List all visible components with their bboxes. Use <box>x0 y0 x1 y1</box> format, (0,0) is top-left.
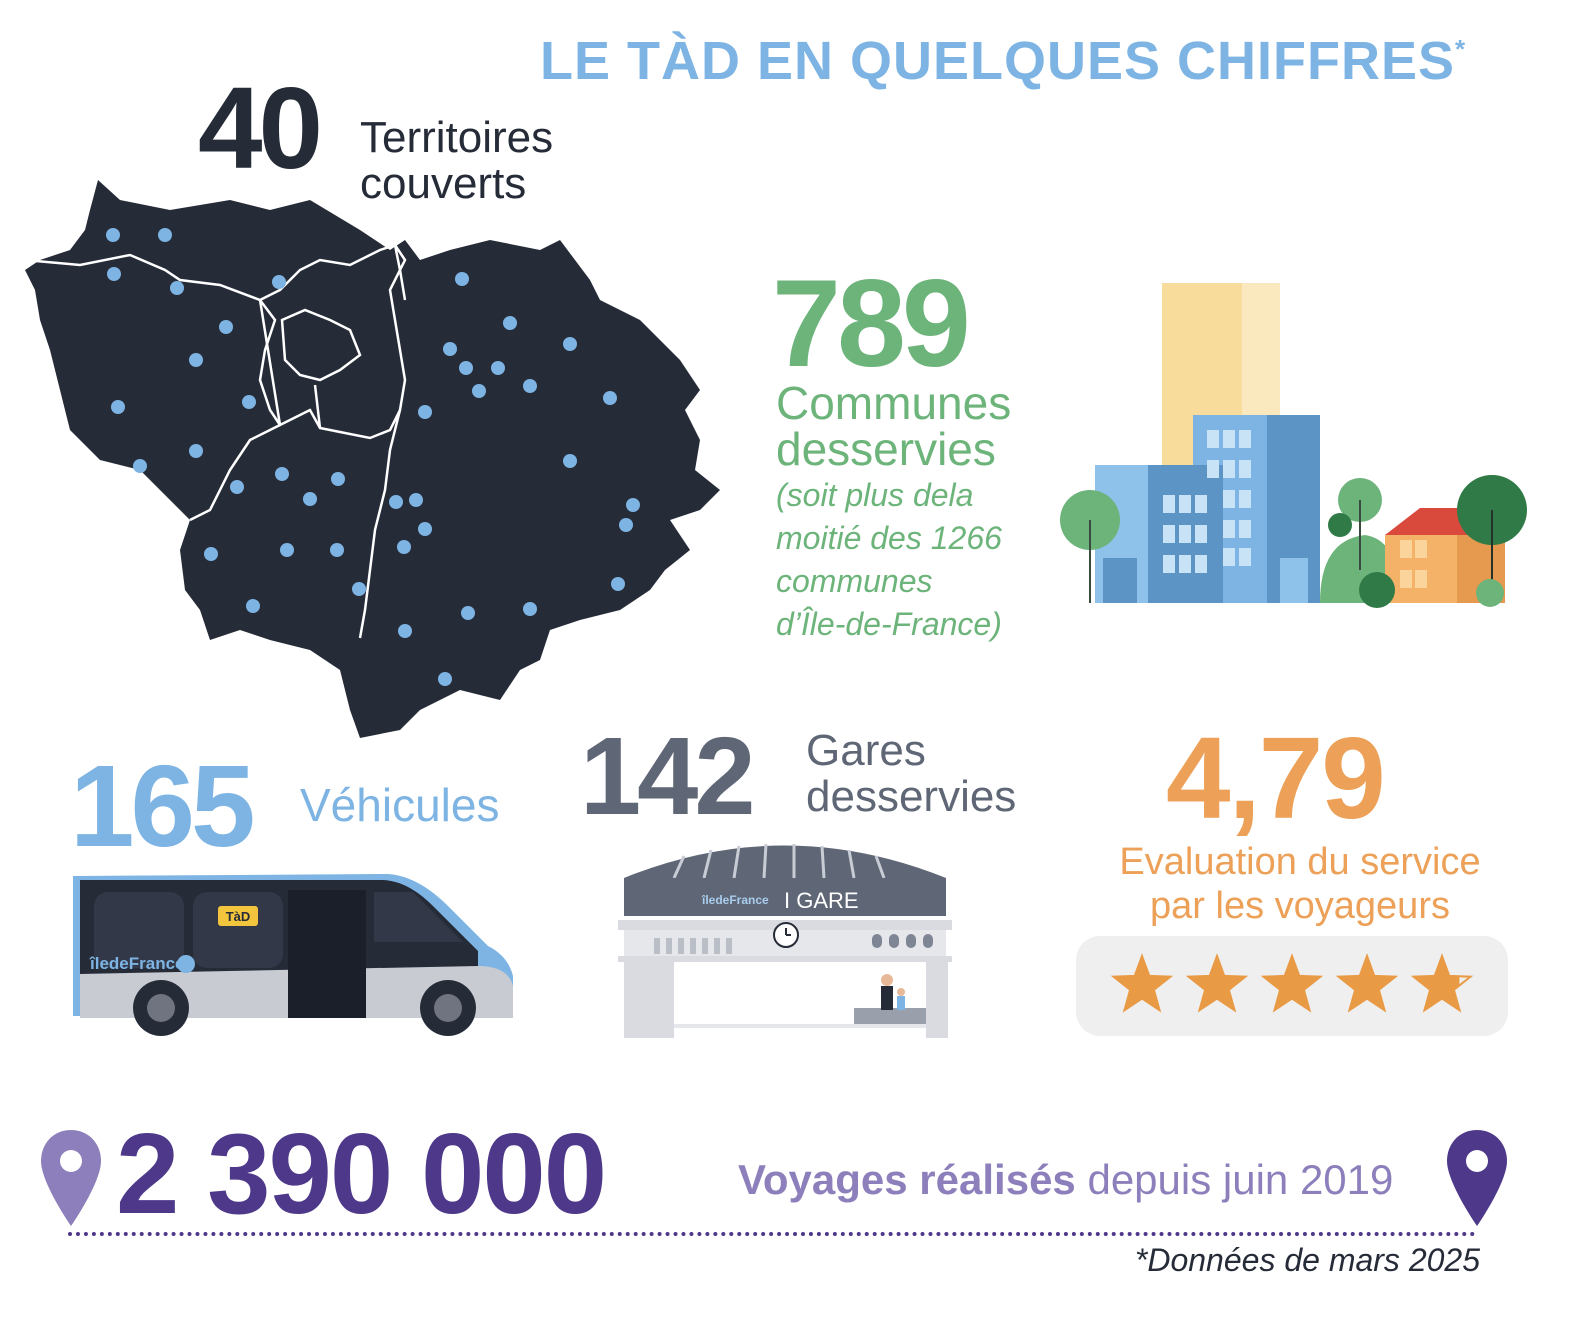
city-buildings-illustration <box>1060 283 1527 608</box>
voyages-count: 2 390 000 <box>116 1111 607 1238</box>
gares-count: 142 <box>580 715 756 838</box>
minibus-illustration: TàD îledeFrance <box>73 874 513 1036</box>
idf-logo-text: îledeFrance <box>701 893 769 907</box>
star-icon <box>1263 956 1321 1011</box>
department-borders <box>24 243 407 639</box>
communes-note: (soit plus dela moitié des 1266 communes… <box>776 477 1002 642</box>
location-pin-icon <box>1447 1130 1507 1226</box>
map-region-shape <box>25 180 720 738</box>
star-icon <box>1113 956 1171 1011</box>
territory-dots <box>106 228 640 686</box>
territoires-label: Territoires couverts <box>360 113 554 208</box>
evaluation-score: 4,79 <box>1166 713 1386 843</box>
train-station-illustration: I GARE îledeFrance <box>618 843 952 1038</box>
footnote: *Données de mars 2025 <box>1134 1242 1480 1278</box>
star-rating-stars <box>1110 953 1474 1013</box>
evaluation-label: Evaluation du service par les voyageurs <box>1119 841 1481 927</box>
communes-label: Communes desservies <box>776 377 1012 475</box>
vehicules-count: 165 <box>70 741 256 871</box>
communes-count: 789 <box>772 255 971 393</box>
star-icon <box>1338 956 1396 1011</box>
idf-logo-text: îledeFrance <box>89 954 185 973</box>
gare-sign: I GARE <box>784 888 859 913</box>
voyages-label: Voyages réalisés depuis juin 2019 <box>738 1156 1394 1203</box>
ile-de-france-map <box>24 180 720 738</box>
dotted-divider <box>68 1232 1476 1236</box>
territoires-count: 40 <box>198 63 323 193</box>
vehicules-label: Véhicules <box>300 779 500 831</box>
gares-label: Gares desservies <box>806 726 1017 821</box>
star-rating <box>1076 936 1508 1036</box>
star-icon <box>1413 956 1460 1011</box>
star-icon <box>1188 956 1246 1011</box>
page-title: LE TÀD EN QUELQUES CHIFFRES* <box>540 31 1467 91</box>
location-pin-icon <box>41 1130 101 1226</box>
tad-badge: TàD <box>226 909 251 924</box>
